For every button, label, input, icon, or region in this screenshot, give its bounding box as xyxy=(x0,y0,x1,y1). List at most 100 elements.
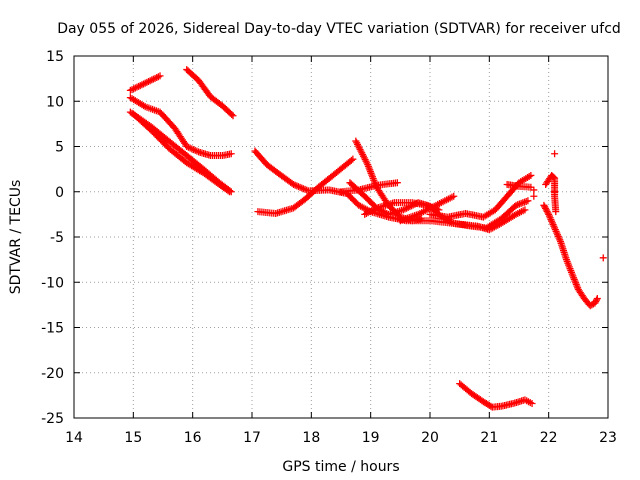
x-tick-label: 23 xyxy=(599,430,617,446)
data-point xyxy=(552,208,560,216)
data-point xyxy=(572,280,580,288)
data-point xyxy=(542,206,550,214)
data-point xyxy=(570,275,578,283)
data-point xyxy=(146,77,154,85)
data-point xyxy=(301,185,309,193)
data-point xyxy=(521,206,529,214)
data-point xyxy=(128,86,136,94)
data-point xyxy=(126,86,134,94)
data-point xyxy=(296,183,304,191)
x-tick-label: 15 xyxy=(124,430,142,446)
data-point xyxy=(593,296,601,304)
y-tick-label: -20 xyxy=(41,366,64,382)
series-arc5 xyxy=(183,66,237,120)
y-axis-label: SDTVAR / TECUs xyxy=(8,180,24,295)
data-point xyxy=(530,192,538,200)
data-point xyxy=(543,207,551,215)
data-point xyxy=(541,203,549,211)
x-tick-label: 17 xyxy=(243,430,261,446)
data-point xyxy=(148,76,156,84)
data-point xyxy=(347,156,355,164)
data-point xyxy=(290,181,298,189)
series-arc14 xyxy=(503,181,535,191)
data-point xyxy=(435,206,443,214)
data-point xyxy=(294,183,302,191)
x-tick-label: 14 xyxy=(65,430,83,446)
y-tick-label: 10 xyxy=(46,94,64,110)
data-point xyxy=(140,80,148,88)
data-point xyxy=(141,79,149,87)
data-point xyxy=(544,209,552,217)
data-point xyxy=(573,282,581,290)
data-point xyxy=(130,85,138,93)
x-tick-label: 16 xyxy=(184,430,202,446)
series-arc1 xyxy=(126,72,164,94)
data-point xyxy=(551,150,559,158)
data-marks xyxy=(126,66,607,411)
data-point xyxy=(138,81,146,89)
data-point xyxy=(393,179,401,187)
data-point xyxy=(140,102,148,110)
y-tick-label: -25 xyxy=(41,411,64,427)
data-point xyxy=(542,204,550,212)
data-point xyxy=(593,295,601,303)
x-tick-label: 22 xyxy=(540,430,558,446)
data-point xyxy=(293,182,301,190)
data-point xyxy=(154,73,162,81)
data-point xyxy=(363,159,371,167)
data-point xyxy=(399,206,407,214)
data-point xyxy=(599,254,607,262)
data-point xyxy=(298,184,306,192)
data-point xyxy=(551,188,559,196)
series-arc7 xyxy=(254,155,357,217)
data-point xyxy=(149,75,157,83)
y-tick-label: -15 xyxy=(41,321,64,337)
data-point xyxy=(143,78,151,86)
series-arc11 xyxy=(337,179,401,196)
data-point xyxy=(574,284,582,292)
data-point xyxy=(228,110,236,118)
chart-title: Day 055 of 2026, Sidereal Day-to-day VTE… xyxy=(57,21,621,37)
y-tick-label: 15 xyxy=(46,49,64,65)
x-tick-label: 21 xyxy=(480,430,498,446)
data-point xyxy=(527,171,535,179)
data-point xyxy=(572,279,580,287)
data-point xyxy=(156,72,164,80)
y-tick-label: -10 xyxy=(41,275,64,291)
series-arc2 xyxy=(126,94,235,160)
grid xyxy=(74,56,608,418)
series-isolated xyxy=(530,150,607,262)
x-tick-label: 18 xyxy=(302,430,320,446)
series-arc12 xyxy=(396,192,458,225)
y-tick-label: 5 xyxy=(55,140,64,156)
data-point xyxy=(151,74,159,82)
data-point xyxy=(530,186,538,194)
data-point xyxy=(528,400,536,408)
data-point xyxy=(133,83,141,91)
data-point xyxy=(229,112,237,120)
y-tick-label: -5 xyxy=(50,230,64,246)
data-point xyxy=(524,197,532,205)
data-point xyxy=(131,84,139,92)
data-point xyxy=(540,201,548,209)
data-point xyxy=(153,74,161,82)
series-arc13 xyxy=(426,171,535,221)
data-point xyxy=(417,215,425,223)
data-point xyxy=(225,188,233,196)
data-point xyxy=(136,82,144,90)
series-arc16 xyxy=(540,201,601,310)
series-arc4 xyxy=(129,110,233,196)
data-point xyxy=(135,82,143,90)
data-point xyxy=(571,277,579,285)
y-tick-label: 0 xyxy=(55,185,64,201)
x-tick-label: 20 xyxy=(421,430,439,446)
data-point xyxy=(224,187,232,195)
data-point xyxy=(299,185,307,193)
series-arc15 xyxy=(456,380,536,411)
data-point xyxy=(570,274,578,282)
x-tick-label: 19 xyxy=(362,430,380,446)
data-point xyxy=(349,155,357,163)
data-point xyxy=(291,181,299,189)
